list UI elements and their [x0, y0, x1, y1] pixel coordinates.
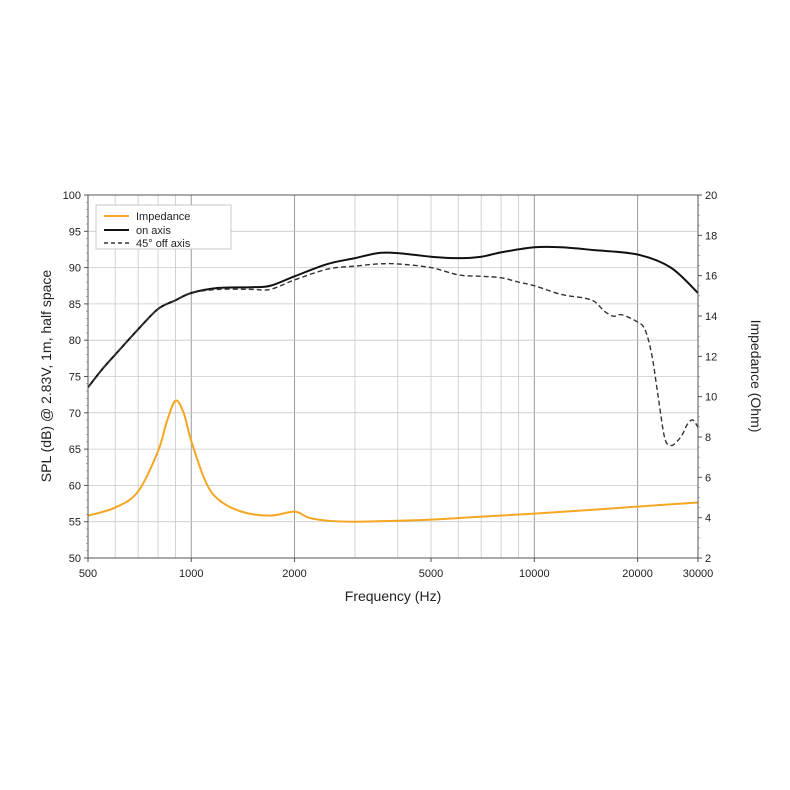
y2-tick-label: 16 — [705, 271, 717, 283]
y2-tick-label: 18 — [705, 230, 717, 242]
impedance-line — [87, 399, 699, 523]
x-tick-label: 1000 — [179, 568, 203, 580]
legend-box — [95, 204, 232, 250]
x-tick-label: 30000 — [683, 568, 714, 580]
y2-tick-label: 8 — [705, 432, 711, 444]
y-tick-label: 55 — [69, 517, 81, 529]
y2-axis-title: Impedance (Ohm) — [748, 320, 764, 433]
x-tick-label: 10000 — [519, 568, 550, 580]
y-tick-label: 95 — [69, 226, 81, 238]
y-tick-label: 65 — [69, 444, 81, 456]
y-tick-label: 90 — [69, 263, 81, 275]
y2-tick-label: 12 — [705, 351, 717, 363]
legend-label-off-axis: 45° off axis — [136, 238, 191, 250]
x-tick-label: 2000 — [282, 568, 306, 580]
y-tick-label: 75 — [69, 372, 81, 384]
y-tick-label: 100 — [63, 190, 81, 202]
y2-tick-label: 10 — [705, 392, 717, 404]
y2-tick-label: 4 — [705, 513, 711, 525]
y2-tick-label: 14 — [705, 311, 717, 323]
off-axis-line — [87, 262, 699, 447]
y2-tick-label: 2 — [705, 553, 711, 565]
grid — [88, 195, 698, 558]
x-axis-title: Frequency (Hz) — [345, 588, 441, 604]
left-axis: 50 55 60 65 70 75 80 85 90 95 100 — [63, 190, 88, 565]
y-tick-label: 70 — [69, 408, 81, 420]
legend-label-impedance: Impedance — [136, 211, 190, 223]
y-tick-label: 60 — [69, 480, 81, 492]
x-axis: 500 1000 2000 5000 10000 20000 30000 — [79, 558, 713, 580]
right-axis: 2 4 6 8 10 12 14 16 18 20 — [698, 190, 717, 565]
y-tick-label: 80 — [69, 335, 81, 347]
y2-tick-label: 20 — [705, 190, 717, 202]
y-axis-title: SPL (dB) @ 2.83V, 1m, half space — [38, 270, 54, 483]
x-tick-label: 500 — [79, 568, 97, 580]
y2-tick-label: 6 — [705, 472, 711, 484]
x-tick-label: 20000 — [622, 568, 653, 580]
y-tick-label: 50 — [69, 553, 81, 565]
legend: Impedance on axis 45° off axis — [95, 204, 232, 250]
x-tick-label: 5000 — [419, 568, 443, 580]
y-tick-label: 85 — [69, 299, 81, 311]
legend-label-on-axis: on axis — [136, 225, 171, 237]
series-layer — [87, 245, 699, 523]
